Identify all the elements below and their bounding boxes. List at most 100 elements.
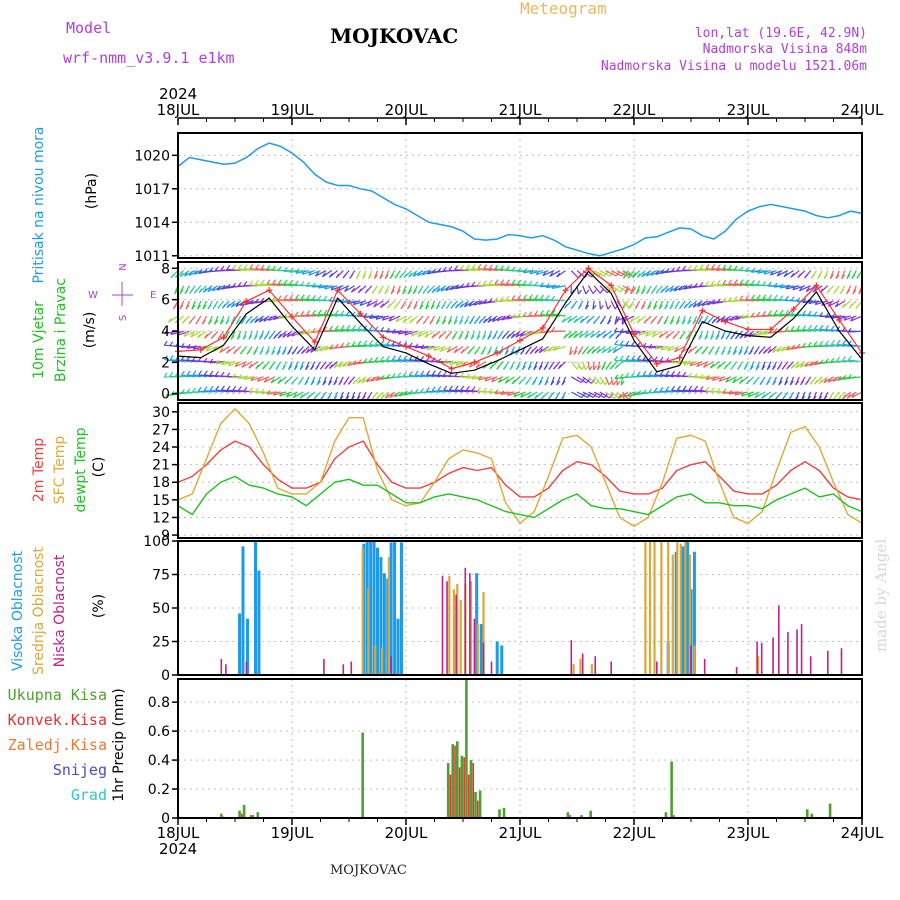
wind-barb-flag bbox=[496, 364, 501, 370]
wind-barb-flag bbox=[384, 393, 389, 399]
wind-barb-flag bbox=[476, 335, 481, 340]
compass-icon: N S W E bbox=[88, 263, 156, 321]
wind-barb bbox=[637, 375, 652, 378]
wind-barb-flag bbox=[499, 265, 504, 270]
wind-barb-flag bbox=[268, 316, 273, 321]
high-cloud-bar bbox=[681, 546, 685, 675]
low-cloud-bar bbox=[800, 624, 803, 675]
wind-barb-flag bbox=[682, 385, 687, 391]
wind-barb-flag bbox=[830, 340, 835, 345]
wind-barb-flag bbox=[409, 318, 414, 324]
total-precip-bar bbox=[664, 812, 668, 818]
wind-barb bbox=[361, 376, 373, 384]
wind-barb-flag bbox=[784, 380, 789, 386]
wind-barb bbox=[398, 358, 412, 363]
mid-cloud-bar bbox=[456, 583, 459, 675]
wind-barb bbox=[741, 391, 754, 397]
wind-barb-flag bbox=[776, 347, 781, 353]
wind-barb-flag bbox=[500, 390, 505, 396]
wind-barb-flag bbox=[660, 269, 665, 274]
wind-barb-flag bbox=[282, 333, 287, 338]
total-precip-bar bbox=[256, 812, 260, 818]
wind-barb-flag bbox=[209, 385, 214, 391]
wind-barb-flag bbox=[294, 311, 299, 317]
total-precip-bar bbox=[589, 810, 592, 818]
wind-barb bbox=[605, 270, 617, 277]
wind-barb-flag bbox=[225, 319, 230, 325]
station-title: MOJKOVAC bbox=[330, 24, 458, 48]
wind-barb bbox=[420, 345, 435, 350]
wind-barb-flag bbox=[285, 392, 290, 398]
wind-barb-flag bbox=[389, 393, 394, 398]
wind-barb-flag bbox=[614, 374, 619, 380]
wind-barb-flag bbox=[627, 392, 632, 397]
wind-barb bbox=[183, 330, 196, 337]
wind-barb bbox=[472, 267, 486, 272]
wind-label: 10m Vjetar bbox=[31, 301, 47, 379]
wind-barb bbox=[631, 358, 646, 363]
wind-barb bbox=[323, 313, 338, 317]
wind-barb bbox=[747, 391, 760, 398]
wind-barb bbox=[610, 285, 621, 293]
wind-barb-flag bbox=[612, 348, 617, 354]
wind-barb-flag bbox=[378, 289, 383, 295]
wind-barb bbox=[506, 283, 521, 287]
wind-barb-flag bbox=[297, 380, 302, 386]
wind-barb bbox=[324, 285, 338, 290]
wind-barb-flag bbox=[491, 317, 496, 323]
wind-barb-flag bbox=[464, 335, 469, 340]
wind-barb bbox=[193, 345, 207, 350]
wind-barb bbox=[184, 270, 196, 277]
wind-barb-flag bbox=[772, 380, 777, 386]
wind-barb-flag bbox=[453, 348, 458, 354]
wind-barb-flag bbox=[370, 376, 375, 382]
wind-barb-flag bbox=[209, 267, 214, 272]
wind-barb-flag bbox=[198, 269, 203, 274]
wind-unit: (m/s) bbox=[82, 312, 98, 349]
wind-barb-flag bbox=[779, 295, 784, 300]
wind-barb bbox=[168, 315, 179, 323]
wind-barb-flag bbox=[181, 318, 186, 324]
wind-barb-flag bbox=[471, 374, 476, 380]
wind-barb-flag bbox=[465, 282, 470, 288]
wind-barb-flag bbox=[190, 332, 195, 338]
wind-barb bbox=[204, 390, 218, 393]
wind-barb-flag bbox=[232, 282, 237, 288]
wind-barb bbox=[763, 269, 777, 275]
low-cloud-bar bbox=[490, 661, 493, 675]
wind-barb-flag bbox=[241, 363, 246, 368]
wind-barb-flag bbox=[391, 355, 396, 361]
wind-barb bbox=[426, 374, 441, 378]
wind-barb bbox=[484, 376, 498, 382]
wind-barb bbox=[848, 330, 863, 333]
low-cloud-bar bbox=[464, 567, 467, 675]
wind-barb-flag bbox=[734, 390, 739, 396]
wind-barb-flag bbox=[521, 365, 526, 371]
wind-barb-flag bbox=[228, 361, 232, 367]
wind-barb-flag bbox=[435, 304, 440, 310]
wind-barb-flag bbox=[625, 355, 630, 360]
wind-barb-flag bbox=[846, 289, 851, 295]
wind-barb-flag bbox=[706, 300, 711, 306]
wind-barb bbox=[366, 300, 378, 307]
wind-barb-flag bbox=[634, 304, 639, 310]
temp2m-line bbox=[177, 440, 863, 501]
wind-barb-flag bbox=[373, 274, 378, 280]
wind-barb bbox=[286, 330, 298, 338]
wind-barb-flag bbox=[450, 304, 455, 309]
wind-barb-flag bbox=[561, 318, 566, 323]
wind-barb bbox=[403, 358, 418, 363]
wind-barb-flag bbox=[766, 365, 771, 371]
wind-barb bbox=[618, 391, 629, 399]
wind-barb-flag bbox=[748, 350, 753, 355]
wind-barb bbox=[599, 300, 601, 310]
high-cloud-bar bbox=[386, 578, 390, 675]
wind-barb-flag bbox=[738, 350, 743, 355]
wind-barb bbox=[492, 315, 504, 323]
wind-barb bbox=[534, 314, 549, 317]
wind-barb-flag bbox=[749, 365, 754, 371]
wind-barb-flag bbox=[272, 315, 277, 320]
wind-barb bbox=[315, 270, 327, 277]
wind-barb-flag bbox=[796, 343, 801, 349]
wind-barb-flag bbox=[226, 372, 231, 378]
